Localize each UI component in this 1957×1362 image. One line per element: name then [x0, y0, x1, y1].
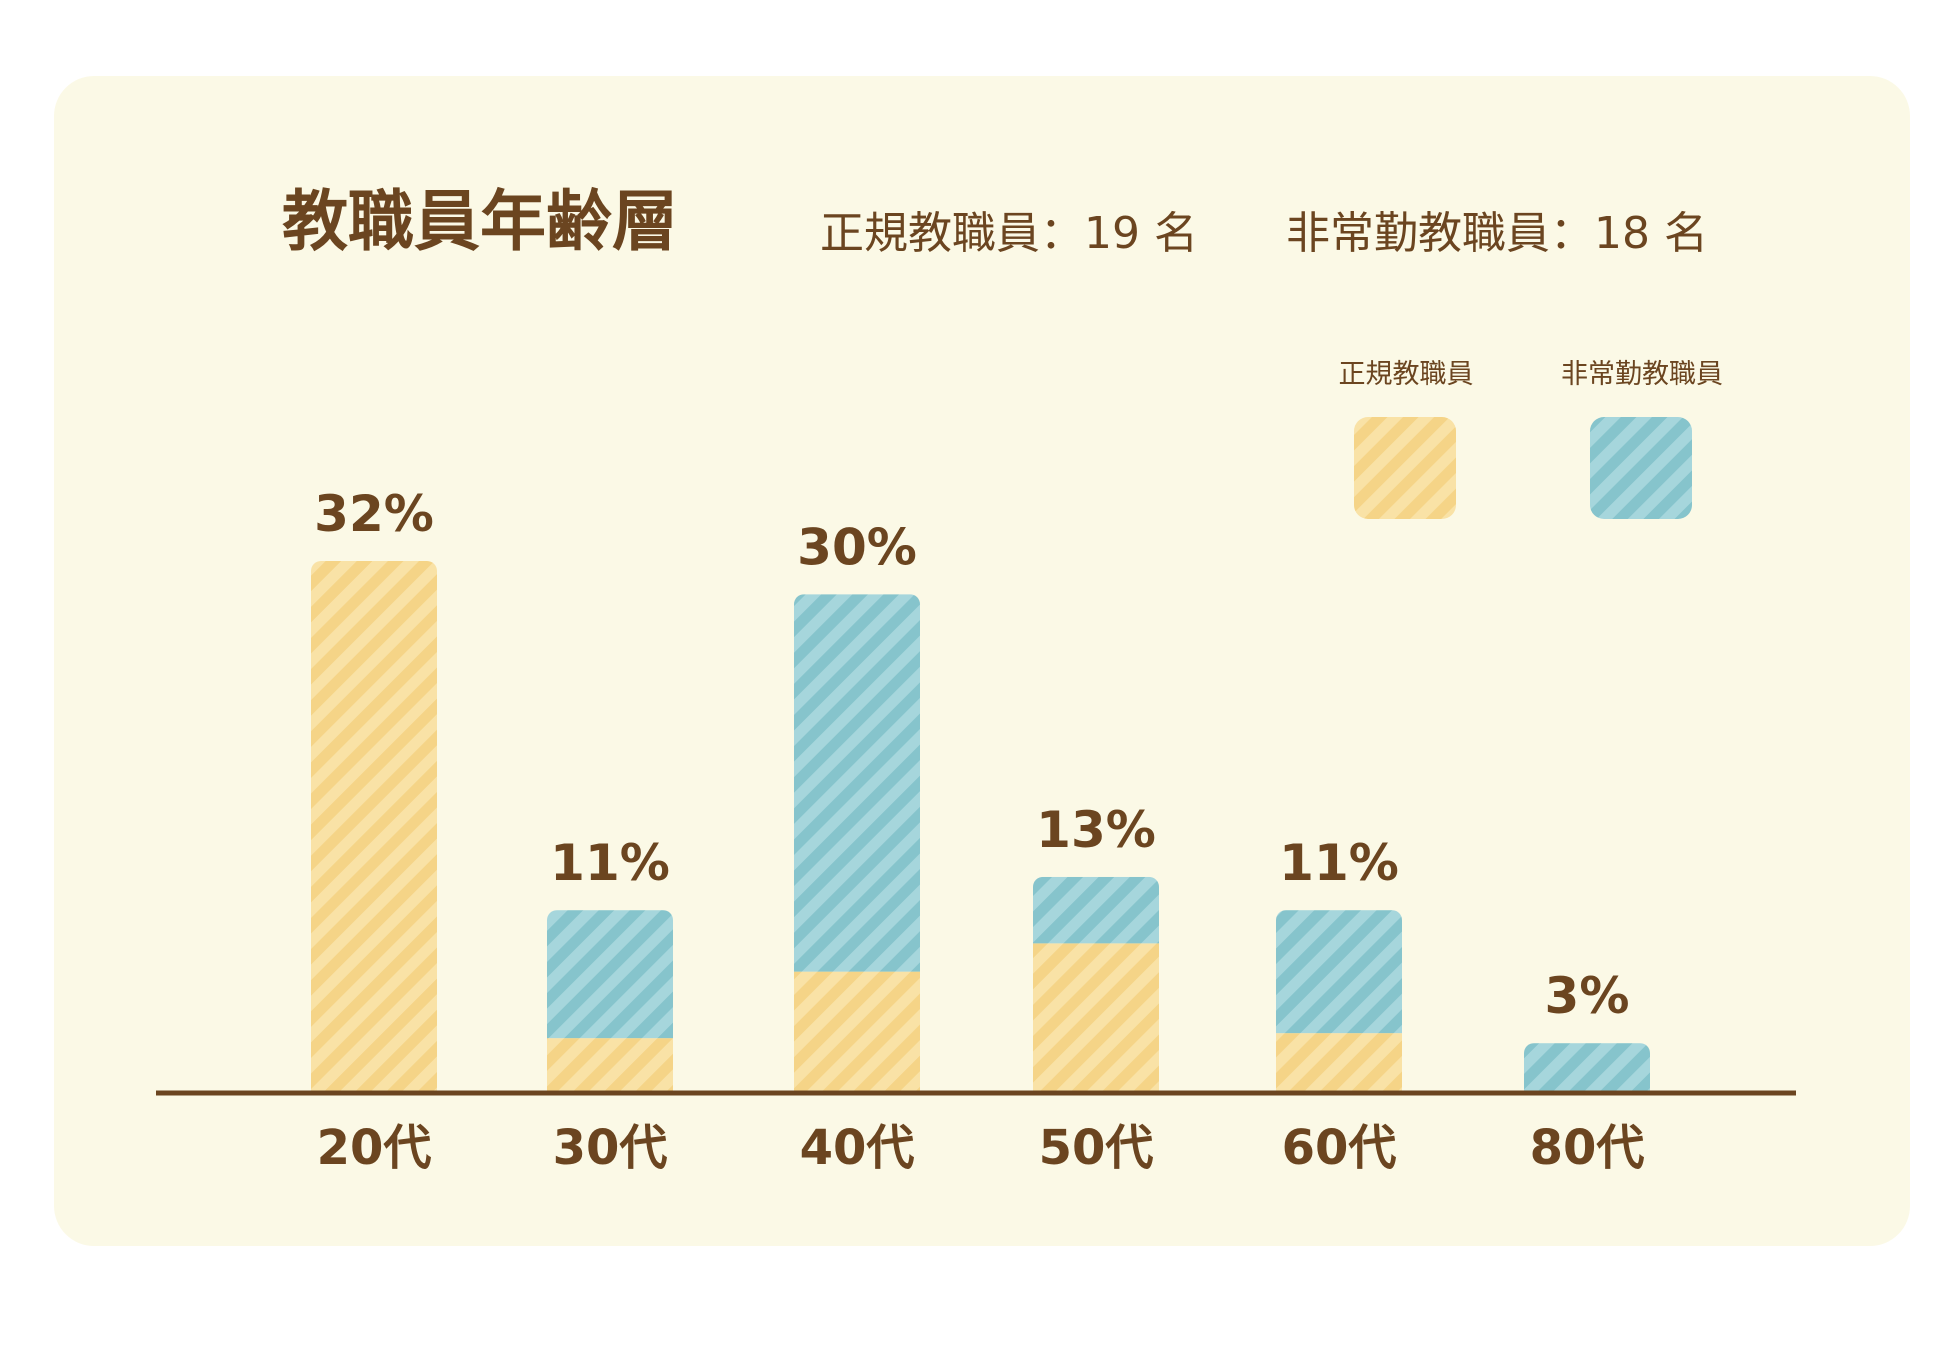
bar-part-time-60代: [1276, 910, 1402, 1034]
bar-part-time-30代: [547, 910, 673, 1039]
category-label-60代: 60代: [1282, 1120, 1397, 1176]
bar-regular-20代: [311, 561, 437, 1093]
category-label-40代: 40代: [800, 1120, 915, 1176]
bar-part-time-50代: [1033, 876, 1159, 944]
legend: 正規教職員 非常勤教職員: [1339, 359, 1723, 519]
legend-label-part-time: 非常勤教職員: [1561, 359, 1723, 390]
bar-regular-50代: [1033, 943, 1159, 1093]
legend-label-regular: 正規教職員: [1339, 359, 1474, 390]
bar-stack-60代: [1276, 910, 1402, 1093]
category-label-20代: 20代: [317, 1120, 432, 1176]
bar-stack-80代: [1524, 1043, 1650, 1093]
bars-group: [311, 561, 1650, 1093]
part-time-staff-count: 非常勤教職員：18 名: [1286, 208, 1708, 259]
category-label-80代: 80代: [1530, 1120, 1645, 1176]
chart-title: 教職員年齢層: [282, 183, 678, 260]
bar-stack-30代: [547, 910, 673, 1093]
bar-stack-50代: [1033, 876, 1159, 1093]
legend-swatch-regular: [1354, 417, 1456, 519]
bar-regular-60代: [1276, 1033, 1402, 1093]
total-labels-group: 32% 11% 30% 13% 11% 3%: [314, 485, 1629, 1025]
bar-stack-40代: [794, 594, 920, 1093]
category-label-30代: 30代: [553, 1120, 668, 1176]
bar-total-label-60代: 11%: [1279, 834, 1399, 892]
category-label-50代: 50代: [1039, 1120, 1154, 1176]
bar-total-label-40代: 30%: [797, 518, 917, 576]
bar-regular-40代: [794, 971, 920, 1093]
bar-total-label-80代: 3%: [1545, 967, 1630, 1025]
bar-regular-30代: [547, 1038, 673, 1093]
bar-total-label-50代: 13%: [1036, 801, 1156, 859]
category-labels-group: 20代 30代 40代 50代 60代 80代: [317, 1120, 1645, 1176]
bar-stack-20代: [311, 561, 437, 1093]
bar-total-label-30代: 11%: [550, 834, 670, 892]
legend-swatch-part-time: [1590, 417, 1692, 519]
bar-total-label-20代: 32%: [314, 485, 434, 543]
bar-part-time-80代: [1524, 1043, 1650, 1093]
regular-staff-count: 正規教職員：19 名: [820, 208, 1198, 259]
bar-part-time-40代: [794, 594, 920, 972]
